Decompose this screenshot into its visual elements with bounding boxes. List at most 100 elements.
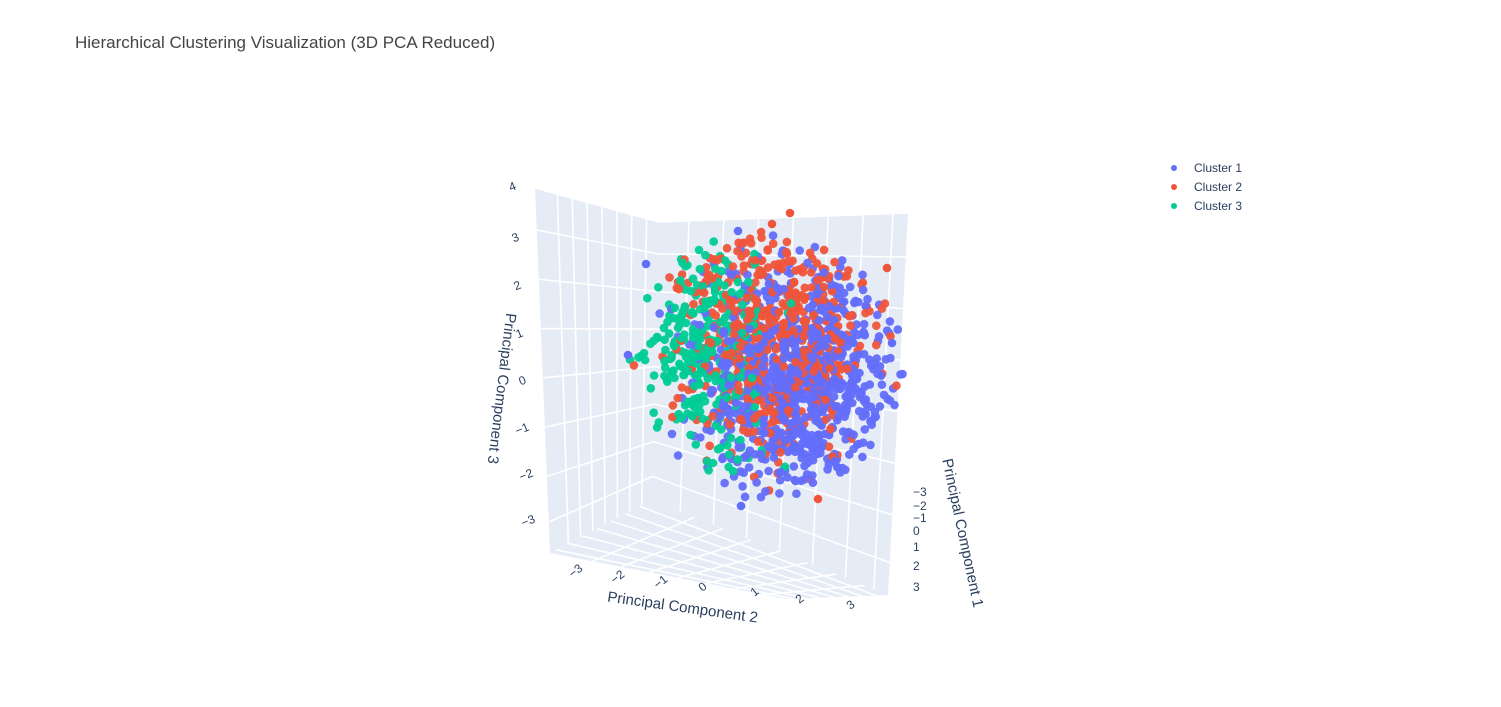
point-cluster-1 — [770, 325, 780, 335]
point-cluster-2 — [689, 299, 698, 309]
point-cluster-2 — [774, 307, 784, 317]
point-cluster-2 — [739, 261, 749, 270]
point-cluster-3 — [726, 373, 736, 382]
point-cluster-2 — [757, 311, 767, 321]
z-tick-label: 0 — [517, 373, 529, 389]
point-cluster-3 — [646, 384, 656, 393]
point-cluster-2 — [846, 321, 855, 330]
point-cluster-2 — [769, 416, 779, 426]
point-cluster-1 — [758, 362, 767, 372]
point-cluster-2 — [799, 346, 809, 356]
point-cluster-2 — [807, 283, 816, 292]
point-cluster-1 — [775, 489, 784, 498]
point-cluster-1 — [792, 489, 801, 499]
x-tick-label: −1 — [913, 511, 927, 525]
point-cluster-2 — [842, 271, 852, 281]
point-cluster-1 — [812, 289, 822, 298]
z-tick-label: −3 — [519, 512, 537, 530]
point-cluster-1 — [860, 425, 870, 434]
point-cluster-3 — [695, 407, 705, 417]
legend-item-cluster-3[interactable]: Cluster 3 — [1162, 196, 1242, 215]
y-tick-label: −2 — [608, 567, 628, 587]
point-cluster-1 — [789, 462, 799, 471]
point-cluster-1 — [874, 332, 884, 341]
point-cluster-2 — [782, 329, 792, 339]
point-cluster-2 — [727, 297, 737, 306]
legend-item-cluster-2[interactable]: Cluster 2 — [1162, 177, 1242, 196]
point-cluster-3 — [688, 412, 697, 421]
point-cluster-3 — [654, 283, 663, 292]
point-cluster-1 — [859, 319, 869, 329]
data-points — [623, 208, 907, 511]
point-cluster-1 — [863, 294, 872, 304]
point-cluster-1 — [716, 411, 725, 421]
point-cluster-3 — [649, 408, 658, 418]
point-cluster-3 — [702, 457, 712, 466]
point-cluster-2 — [821, 395, 830, 405]
point-cluster-2 — [882, 263, 892, 273]
point-cluster-1 — [881, 355, 891, 364]
point-cluster-2 — [711, 311, 720, 320]
point-cluster-2 — [778, 299, 787, 308]
x-tick-label: 3 — [913, 580, 920, 594]
point-cluster-1 — [759, 338, 769, 348]
point-cluster-3 — [678, 258, 687, 268]
point-cluster-3 — [660, 356, 669, 366]
point-cluster-2 — [826, 424, 835, 434]
point-cluster-1 — [781, 435, 790, 445]
point-cluster-2 — [773, 343, 782, 353]
point-cluster-3 — [681, 352, 691, 362]
point-cluster-1 — [843, 342, 852, 351]
point-cluster-2 — [736, 414, 745, 424]
point-cluster-1 — [839, 297, 849, 307]
point-cluster-3 — [716, 425, 726, 434]
point-cluster-2 — [739, 425, 748, 435]
point-cluster-3 — [733, 455, 742, 464]
x-tick-label: −2 — [913, 499, 927, 513]
point-cluster-1 — [875, 402, 885, 411]
point-cluster-3 — [703, 297, 713, 307]
point-cluster-1 — [727, 270, 736, 280]
point-cluster-1 — [779, 416, 789, 425]
point-cluster-2 — [782, 247, 791, 257]
point-cluster-3 — [691, 440, 701, 449]
point-cluster-3 — [724, 462, 733, 472]
point-cluster-1 — [885, 317, 895, 326]
point-cluster-2 — [768, 394, 778, 403]
point-cluster-1 — [755, 384, 765, 393]
point-cluster-2 — [809, 367, 818, 376]
point-cluster-3 — [726, 433, 736, 443]
point-cluster-3 — [738, 300, 747, 310]
point-cluster-1 — [853, 350, 863, 360]
point-cluster-1 — [707, 385, 716, 395]
point-cluster-3 — [683, 397, 693, 407]
grid-z-side-1 — [653, 440, 893, 516]
point-cluster-1 — [719, 329, 728, 338]
grid-y-back-3 — [601, 206, 606, 525]
point-cluster-2 — [872, 321, 881, 331]
point-cluster-3 — [737, 328, 747, 338]
point-cluster-1 — [760, 355, 769, 364]
legend-item-cluster-1[interactable]: Cluster 1 — [1162, 158, 1242, 177]
x-tick-label: 2 — [913, 559, 920, 573]
point-cluster-2 — [763, 263, 773, 272]
legend-marker-cluster-1 — [1171, 164, 1177, 171]
point-cluster-3 — [717, 266, 726, 276]
point-cluster-1 — [791, 428, 801, 438]
point-cluster-1 — [783, 473, 792, 482]
legend-label-cluster-1: Cluster 1 — [1194, 160, 1243, 175]
point-cluster-3 — [649, 336, 658, 346]
point-cluster-3 — [736, 435, 745, 445]
point-cluster-1 — [829, 392, 839, 401]
point-cluster-2 — [728, 262, 738, 271]
point-cluster-2 — [746, 310, 755, 320]
point-cluster-1 — [760, 428, 769, 438]
point-cluster-3 — [667, 368, 676, 378]
point-cluster-1 — [834, 412, 843, 422]
point-cluster-2 — [776, 448, 785, 457]
grid-y-back-1 — [571, 198, 582, 538]
point-cluster-2 — [785, 208, 795, 218]
point-cluster-1 — [854, 439, 863, 449]
point-cluster-1 — [740, 492, 750, 502]
